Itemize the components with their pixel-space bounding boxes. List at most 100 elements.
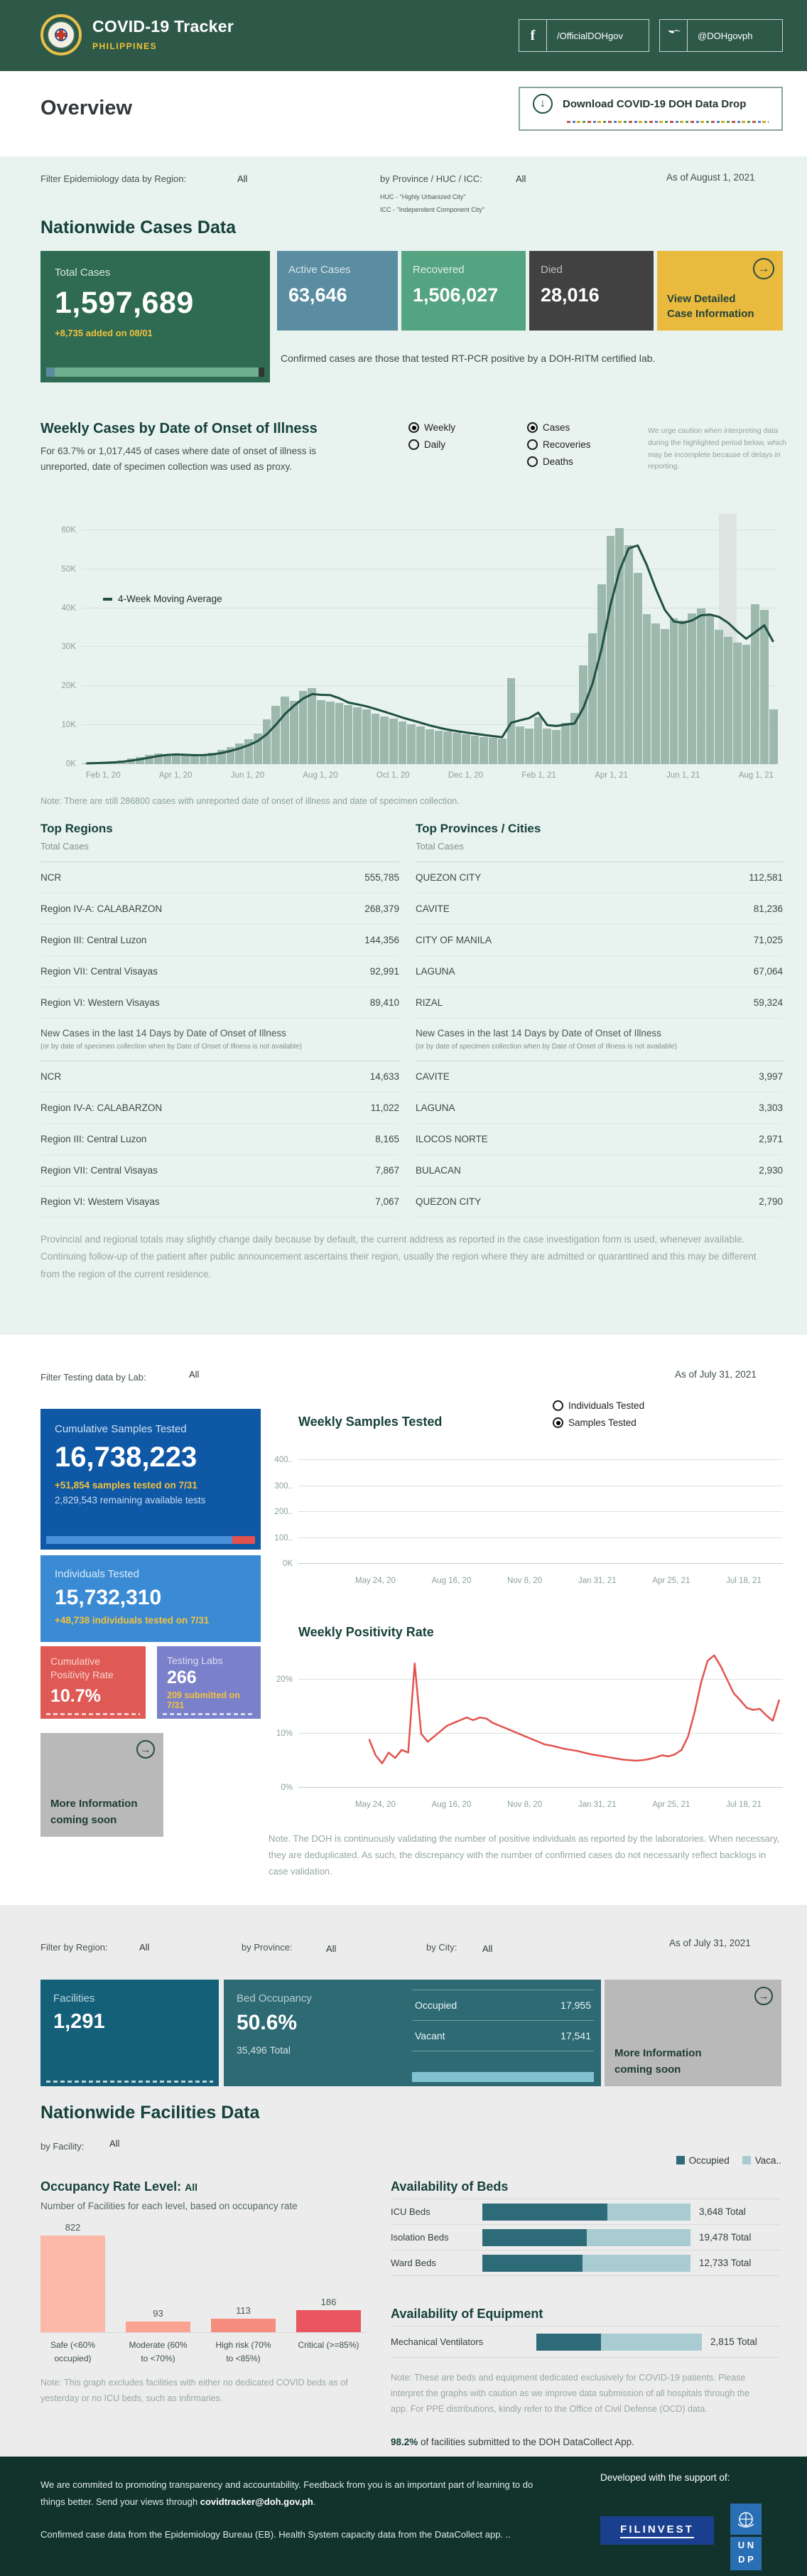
top-regions-title: Top Regions	[40, 822, 113, 835]
beds-table: ICU Beds 3,648 Total Isolation Beds 19,478 …	[391, 2199, 780, 2276]
beds-title: Availability of Beds	[391, 2179, 509, 2194]
table-row: NCR 555,785	[40, 862, 399, 893]
top-provinces-table: Top Provinces / Cities Total Cases QUEZO…	[416, 822, 783, 1019]
total-cases-value: 1,597,689	[55, 286, 194, 320]
tested-radio-group: Individuals Tested Samples Tested	[553, 1400, 644, 1428]
download-label: Download COVID-19 DOH Data Drop	[563, 97, 747, 110]
testing-more-info-card[interactable]: → More Information coming soon	[40, 1733, 163, 1837]
new-cases-regions-table: New Cases in the last 14 Days by Date of…	[40, 1028, 399, 1218]
samples-progress-bar	[46, 1536, 255, 1544]
facebook-handle: /OfficialDOHgov	[546, 20, 633, 51]
epi-as-of-date: As of August 1, 2021	[666, 172, 755, 183]
table-row: Region VII: Central Visayas 7,867	[40, 1155, 399, 1186]
app-subtitle: PHILIPPINES	[92, 41, 158, 51]
epi-filter-province-dropdown[interactable]: All	[516, 173, 526, 184]
top-provinces-subtitle: Total Cases	[416, 841, 464, 852]
by-facility-label: by Facility:	[40, 2141, 85, 2152]
icc-note: ICC - "Independent Component City"	[380, 206, 484, 213]
twitter-button[interactable]: @DOHgovph	[659, 19, 783, 52]
totals-disclaimer: Provincial and regional totals may sligh…	[40, 1234, 757, 1279]
recovered-label: Recovered	[413, 264, 465, 276]
radio-individuals-tested[interactable]: Individuals Tested	[553, 1400, 644, 1411]
radio-unselected-icon	[553, 1400, 563, 1411]
facilities-count-card: Facilities 1,291	[40, 1980, 219, 2086]
facilities-filter-city-dropdown[interactable]: All	[482, 1943, 493, 1954]
occupancy-rate-title: Occupancy Rate Level: All	[40, 2179, 197, 2194]
filinvest-logo: FILINVEST	[600, 2516, 714, 2545]
vacant-legend-icon	[742, 2156, 751, 2164]
testing-filter-label: Filter Testing data by Lab:	[40, 1372, 146, 1383]
facilities-filter-city-label: by City:	[426, 1942, 457, 1953]
radio-deaths[interactable]: Deaths	[527, 456, 591, 467]
died-label: Died	[541, 264, 563, 276]
view-detailed-case-info-card[interactable]: → View Detailed Case Information	[657, 251, 783, 331]
download-data-drop-button[interactable]: ↓ Download COVID-19 DOH Data Drop	[519, 87, 783, 131]
radio-selected-icon	[408, 422, 419, 433]
samples-remaining: 2,829,543 remaining available tests	[55, 1495, 206, 1506]
unreported-cases-note: Note: There are still 286800 cases with …	[40, 796, 460, 806]
support-label: Developed with the support of:	[600, 2472, 730, 2483]
by-facility-dropdown[interactable]: All	[109, 2138, 120, 2149]
facebook-button[interactable]: f /OfficialDOHgov	[519, 19, 649, 52]
table-row: QUEZON CITY 112,581	[416, 862, 783, 893]
radio-samples-tested[interactable]: Samples Tested	[553, 1417, 644, 1428]
active-cases-label: Active Cases	[288, 264, 351, 276]
individuals-delta: +48,738 individuals tested on 7/31	[55, 1615, 210, 1626]
weekly-samples-xaxis: May 24, 20 Aug 16, 20 Nov 8, 20 Jan 31, 21 A…	[355, 1577, 762, 1585]
facilities-section-title: Nationwide Facilities Data	[40, 2103, 260, 2122]
died-value: 28,016	[541, 284, 600, 306]
top-bar: COVID-19 Tracker PHILIPPINES f /Official…	[0, 0, 807, 71]
table-row: Occupied 17,955	[412, 1990, 594, 2020]
top-regions-subtitle: Total Cases	[40, 841, 89, 852]
facebook-icon: f	[530, 27, 536, 43]
radio-recoveries[interactable]: Recoveries	[527, 439, 591, 450]
cumulative-samples-card: Cumulative Samples Tested 16,738,223 +51…	[40, 1409, 261, 1550]
facilities-label: Facilities	[53, 1992, 95, 2005]
total-cases-card: Total Cases 1,597,689 +8,735 added on 08…	[40, 251, 270, 382]
new-cases-subtitle: (or by date of specimen collection when …	[40, 1043, 302, 1051]
radio-weekly[interactable]: Weekly	[408, 422, 455, 433]
page-title: Overview	[40, 97, 132, 119]
positivity-label: Cumulative Positivity Rate	[50, 1655, 114, 1680]
facilities-more-info-card[interactable]: → More Information coming soon	[605, 1980, 781, 2086]
beds-legend: Occupied Vaca..	[676, 2155, 781, 2166]
view-detailed-label: View Detailed Case Information	[667, 292, 754, 321]
bed-occupancy-value: 50.6%	[237, 2011, 298, 2034]
feedback-email-link[interactable]: covidtracker@doh.gov.ph	[200, 2496, 313, 2508]
testing-labs-card: Testing Labs 266 209 submitted on 7/31	[157, 1646, 261, 1719]
labs-delta: 209 submitted on 7/31	[167, 1690, 240, 1710]
samples-delta: +51,854 samples tested on 7/31	[55, 1480, 197, 1491]
decorative-strip	[163, 1713, 255, 1715]
individuals-value: 15,732,310	[55, 1586, 162, 1609]
testing-section: Filter Testing data by Lab: All As of Ju…	[0, 1335, 807, 1905]
page-footer: We are commited to promoting transparenc…	[0, 2457, 807, 2576]
line-legend-icon	[103, 597, 112, 601]
table-row: Region III: Central Luzon 8,165	[40, 1124, 399, 1155]
facilities-value: 1,291	[53, 2010, 105, 2033]
weekly-cases-xaxis: Feb 1, 20 Apr 1, 20 Jun 1, 20 Aug 1, 20 Oct …	[86, 771, 774, 780]
positivity-validation-note: Note. The DOH is continuously validating…	[269, 1833, 780, 1877]
table-row: Region VII: Central Visayas 92,991	[40, 956, 399, 987]
epi-filter-region-dropdown[interactable]: All	[237, 173, 248, 184]
recovered-card: Recovered 1,506,027	[401, 251, 526, 331]
labs-value: 266	[167, 1668, 197, 1687]
arrow-right-icon: →	[753, 258, 774, 279]
twitter-icon	[660, 20, 687, 51]
occupancy-mini-bar	[412, 2072, 594, 2082]
facilities-filter-region-dropdown[interactable]: All	[139, 1942, 150, 1953]
radio-daily[interactable]: Daily	[408, 439, 455, 450]
labs-label: Testing Labs	[167, 1655, 223, 1666]
table-row: CITY OF MANILA 71,025	[416, 925, 783, 956]
table-row: Region IV-A: CALABARZON 268,379	[40, 893, 399, 925]
radio-cases[interactable]: Cases	[527, 422, 591, 433]
epi-filter-province-label: by Province / HUC / ICC:	[380, 173, 482, 184]
facilities-filter-province-dropdown[interactable]: All	[326, 1943, 337, 1954]
more-info-label: More Information coming soon	[50, 1798, 138, 1826]
new-cases-subtitle: (or by date of specimen collection when …	[416, 1043, 677, 1051]
occupancy-categories: Safe (<60% occupied) Moderate (60% to <70…	[50, 2340, 359, 2363]
weekly-cases-plot: 4-Week Moving Average 0K 10K 20K 30K 40K 50K 6…	[62, 514, 778, 768]
testing-filter-dropdown[interactable]: All	[189, 1369, 200, 1380]
download-link-strip[interactable]	[567, 121, 769, 123]
data-source-text: Confirmed case data from the Epidemiolog…	[40, 2529, 511, 2540]
weekly-positivity-plot: 0% 10% 20%	[276, 1653, 783, 1792]
